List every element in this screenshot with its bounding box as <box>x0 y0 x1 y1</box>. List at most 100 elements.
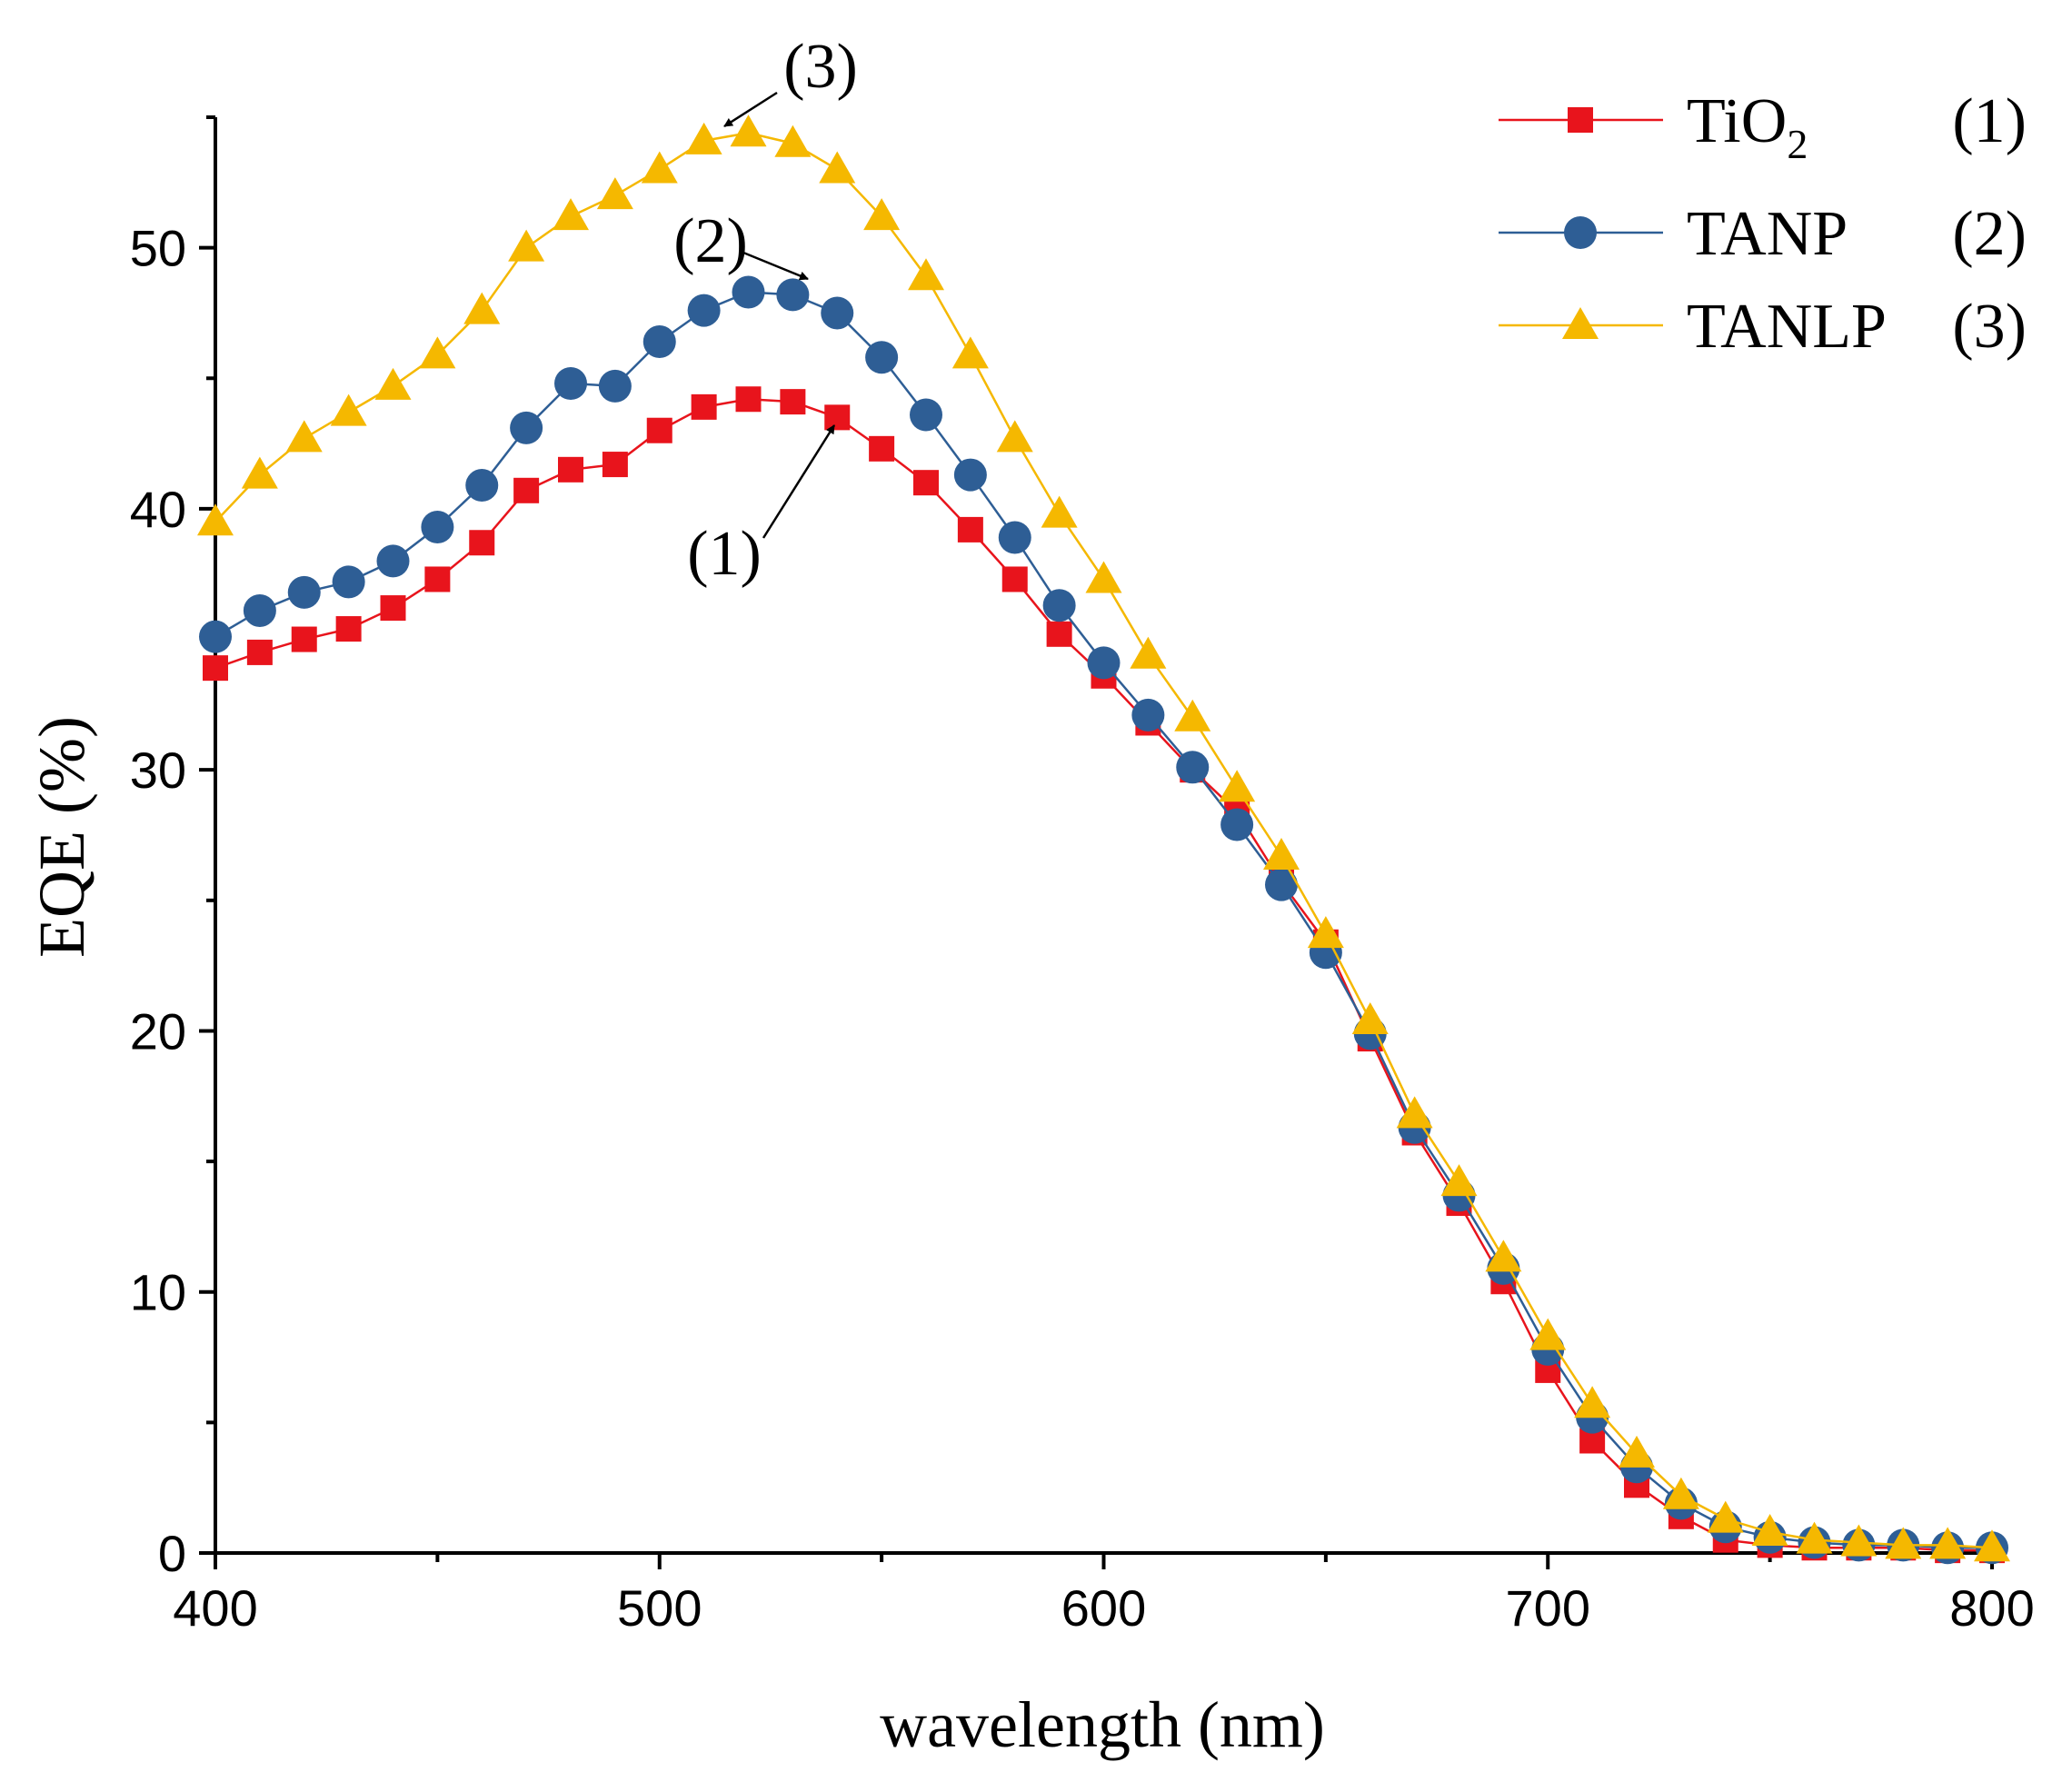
data-point-tanp <box>243 593 276 627</box>
data-point-tanlp <box>1085 561 1122 593</box>
data-point-tio2 <box>913 470 939 496</box>
y-tick-label: 30 <box>130 742 186 799</box>
data-point-tio2 <box>735 386 762 413</box>
data-point-tanp <box>821 296 854 330</box>
data-point-tanp <box>643 325 676 359</box>
data-point-tio2 <box>380 595 406 622</box>
data-point-tanp <box>1131 698 1165 732</box>
data-point-tanlp <box>197 503 234 536</box>
legend-label-subscript: 2 <box>1787 121 1808 167</box>
data-point-tanlp <box>685 122 722 154</box>
data-point-tanlp <box>463 292 501 324</box>
legend-marker <box>1564 216 1597 249</box>
data-point-tanp <box>687 294 721 327</box>
data-point-tanlp <box>419 336 456 369</box>
legend-label: TiO2 <box>1687 86 1808 167</box>
legend-label-main: TiO <box>1687 86 1787 156</box>
x-tick-label: 600 <box>1061 1579 1146 1637</box>
legend-tag: (1) <box>1952 86 2027 156</box>
data-point-tanlp <box>1707 1500 1744 1533</box>
legend-label: TANLP <box>1687 292 1887 362</box>
data-point-tanlp <box>1751 1514 1788 1547</box>
data-point-tio2 <box>780 389 806 415</box>
data-point-tanp <box>953 458 987 492</box>
data-point-tanlp <box>819 151 856 184</box>
data-point-tanlp <box>1885 1527 1922 1559</box>
axes: 400 500 600 700 800 0 10 20 30 40 50 <box>130 115 2035 1637</box>
x-tick-label: 800 <box>1949 1579 2034 1637</box>
data-point-tio2 <box>558 456 583 483</box>
y-tick-label: 20 <box>130 1002 186 1060</box>
y-tick-label: 0 <box>158 1525 186 1582</box>
annotation-arrow <box>742 251 809 281</box>
data-point-tanlp <box>330 393 367 426</box>
data-point-tanp <box>1220 808 1254 841</box>
annotations: (1) (2) (3) <box>673 32 858 589</box>
data-point-tanlp <box>908 258 944 291</box>
data-point-tio2 <box>957 516 983 543</box>
data-point-tanlp <box>1929 1527 1967 1559</box>
data-point-tanlp <box>1619 1435 1655 1468</box>
data-point-tanlp <box>641 151 678 184</box>
data-point-tanlp <box>1796 1521 1833 1554</box>
data-point-tanlp <box>1840 1524 1878 1557</box>
data-point-tio2 <box>646 417 672 443</box>
data-point-tanlp <box>951 336 989 369</box>
annotation-arrow <box>723 91 778 128</box>
data-point-tanlp <box>863 198 901 231</box>
series-group <box>197 114 2010 1565</box>
data-point-tio2 <box>869 435 895 462</box>
legend-marker <box>1568 107 1593 133</box>
x-axis-title: wavelength (nm) <box>880 1688 1325 1761</box>
y-tick-label: 50 <box>130 220 186 277</box>
y-axis-title: EQE (%) <box>25 716 98 958</box>
data-point-tanlp <box>285 420 323 453</box>
legend-item-tanlp: TANLP (3) <box>1499 292 2027 362</box>
data-point-tanp <box>421 511 454 544</box>
data-point-tanlp <box>1174 699 1211 732</box>
data-point-tio2 <box>246 639 273 665</box>
legend-tag: (2) <box>1952 199 2027 269</box>
legend-tag: (3) <box>1952 292 2027 362</box>
data-point-tanp <box>732 275 765 309</box>
data-point-tio2 <box>824 404 851 431</box>
data-point-tanlp <box>1396 1096 1433 1129</box>
data-point-tanlp <box>1263 837 1300 870</box>
data-point-tanlp <box>1485 1239 1522 1272</box>
data-point-tio2 <box>203 655 228 682</box>
data-point-tanp <box>465 469 499 503</box>
annotation-label: (2) <box>673 206 748 276</box>
series-tanlp <box>197 114 2010 1562</box>
data-point-tanp <box>865 341 899 374</box>
data-point-tanlp <box>374 367 412 400</box>
annotation-label: (3) <box>783 32 858 102</box>
data-point-tanlp <box>1440 1164 1478 1197</box>
data-point-tio2 <box>602 452 628 478</box>
data-point-tanp <box>1087 646 1121 680</box>
legend-label-main: TANLP <box>1687 292 1887 362</box>
data-point-tio2 <box>1001 566 1028 592</box>
data-point-tanp <box>598 369 632 403</box>
data-point-tanp <box>287 575 321 609</box>
data-point-tanp <box>776 278 810 312</box>
data-point-tanlp <box>596 177 633 210</box>
data-point-tanp <box>376 544 410 578</box>
data-point-tanp <box>554 367 587 401</box>
data-point-tanlp <box>1974 1529 2010 1562</box>
data-point-tanlp <box>1130 636 1167 669</box>
data-point-tanlp <box>730 114 767 147</box>
data-point-tanp <box>199 620 232 653</box>
data-point-tio2 <box>1046 621 1072 647</box>
data-point-tanlp <box>1574 1386 1611 1419</box>
data-point-tio2 <box>424 566 451 592</box>
data-point-tanp <box>1265 868 1298 901</box>
data-point-tanlp <box>553 198 589 231</box>
data-point-tanp <box>998 521 1031 554</box>
x-tick-label: 500 <box>617 1579 702 1637</box>
data-point-tio2 <box>513 477 540 503</box>
y-tick-label: 10 <box>130 1264 186 1321</box>
legend-label-main: TANP <box>1687 199 1848 269</box>
annotation-arrow <box>762 424 836 539</box>
y-tick-label: 40 <box>130 481 186 538</box>
